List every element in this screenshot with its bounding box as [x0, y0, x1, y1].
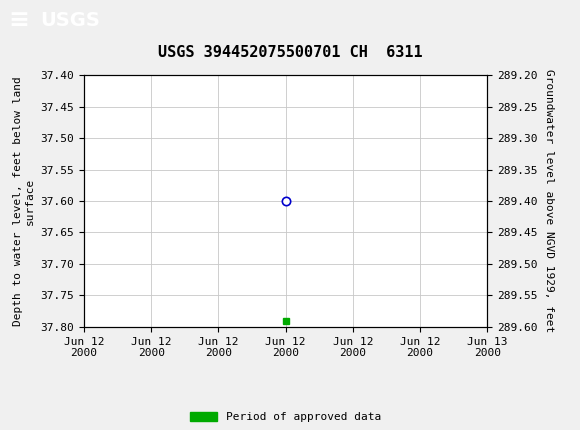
- Y-axis label: Depth to water level, feet below land
surface: Depth to water level, feet below land su…: [13, 76, 35, 326]
- Text: ≡: ≡: [9, 9, 30, 32]
- Text: USGS: USGS: [41, 11, 100, 30]
- Y-axis label: Groundwater level above NGVD 1929, feet: Groundwater level above NGVD 1929, feet: [545, 69, 554, 333]
- Legend: Period of approved data: Period of approved data: [185, 408, 386, 427]
- Text: USGS 394452075500701 CH  6311: USGS 394452075500701 CH 6311: [158, 45, 422, 60]
